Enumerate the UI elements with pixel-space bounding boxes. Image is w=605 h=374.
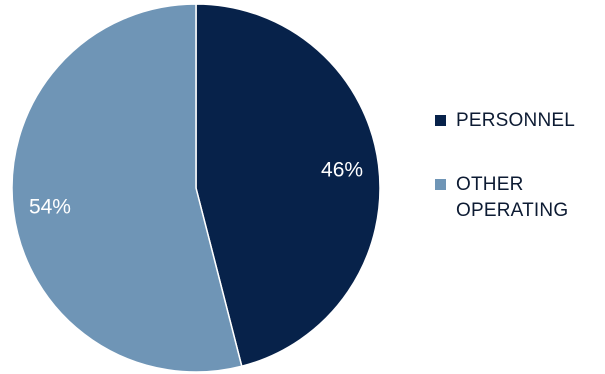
- legend-label-other-operating: OTHER OPERATING: [456, 174, 569, 221]
- slice-label-other-operating: 54%: [29, 195, 71, 218]
- pie-slice-personnel: [195, 3, 381, 368]
- slice-label-personnel: 46%: [321, 159, 363, 182]
- legend-label-personnel: PERSONNEL: [456, 110, 576, 131]
- pie-slice-other-operating: [11, 3, 243, 373]
- legend-item-other-operating: OTHER OPERATING: [435, 172, 603, 224]
- legend-item-personnel: PERSONNEL: [435, 108, 603, 134]
- legend-swatch-personnel: [435, 115, 446, 126]
- chart-legend: PERSONNEL OTHER OPERATING: [435, 108, 603, 262]
- legend-swatch-other-operating: [435, 179, 446, 190]
